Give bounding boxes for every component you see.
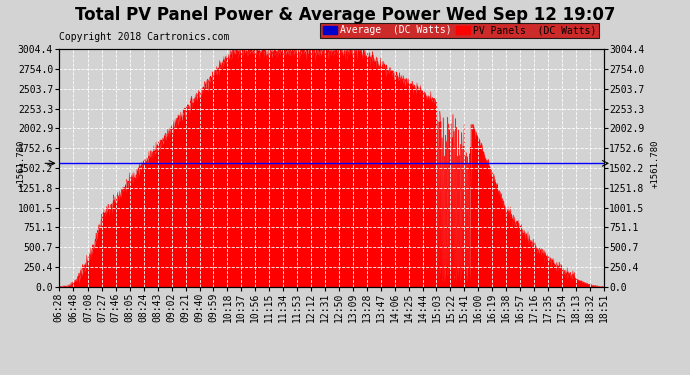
Text: Copyright 2018 Cartronics.com: Copyright 2018 Cartronics.com bbox=[59, 32, 229, 42]
Text: Total PV Panel Power & Average Power Wed Sep 12 19:07: Total PV Panel Power & Average Power Wed… bbox=[75, 6, 615, 24]
Text: +1561.780: +1561.780 bbox=[651, 139, 660, 188]
Text: +1561.780: +1561.780 bbox=[16, 139, 26, 188]
Legend: Average  (DC Watts), PV Panels  (DC Watts): Average (DC Watts), PV Panels (DC Watts) bbox=[320, 22, 599, 38]
